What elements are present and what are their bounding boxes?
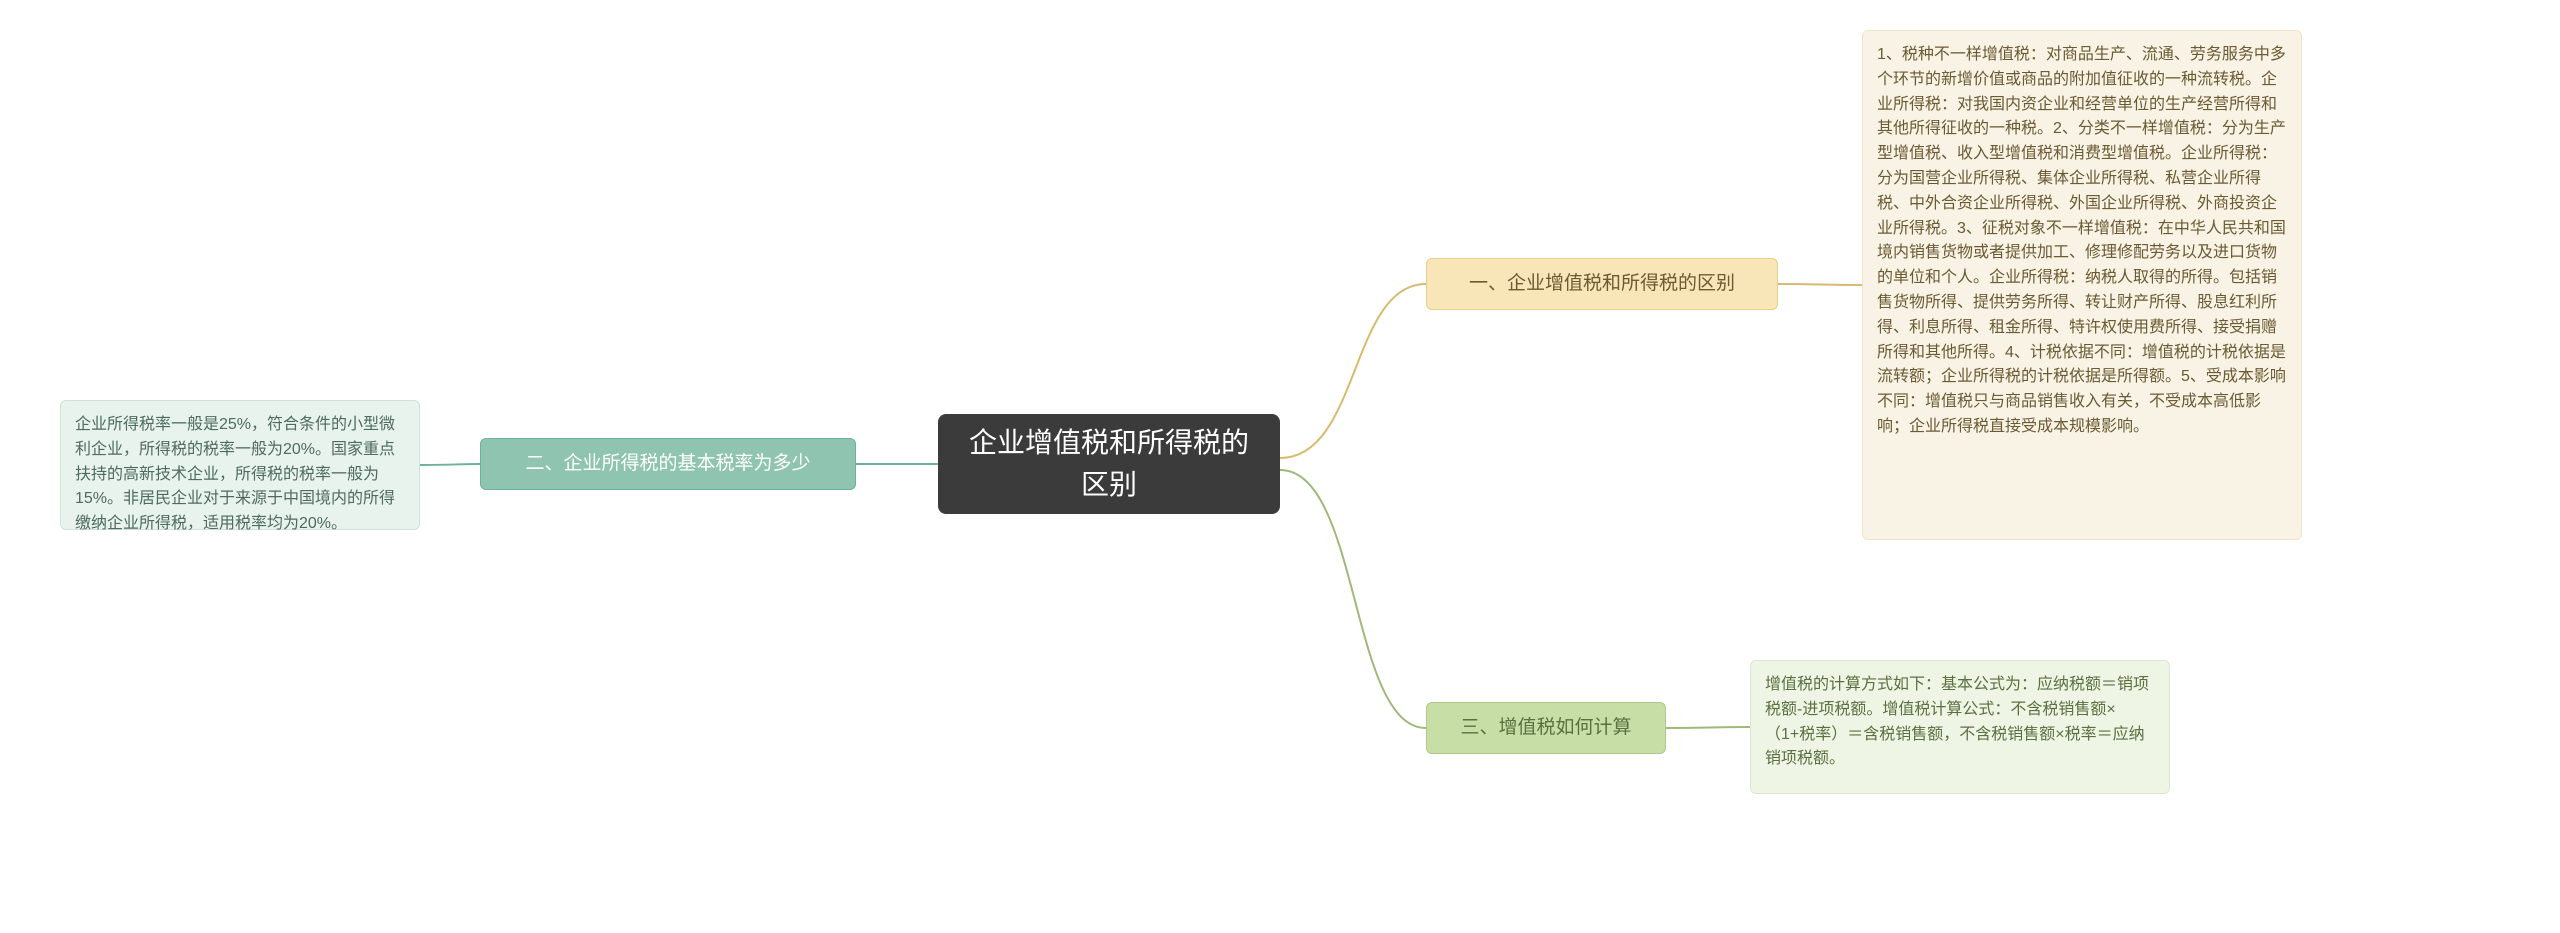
- leaf-node-3[interactable]: 增值税的计算方式如下：基本公式为：应纳税额＝销项税额-进项税额。增值税计算公式：…: [1750, 660, 2170, 794]
- connector-b3-l3: [1666, 727, 1750, 728]
- branch-1-label: 一、企业增值税和所得税的区别: [1469, 270, 1735, 299]
- root-label: 企业增值税和所得税的区别: [962, 422, 1256, 506]
- root-node[interactable]: 企业增值税和所得税的区别: [938, 414, 1280, 514]
- branch-3-label: 三、增值税如何计算: [1460, 714, 1631, 743]
- leaf-node-1[interactable]: 1、税种不一样增值税：对商品生产、流通、劳务服务中多个环节的新增价值或商品的附加…: [1862, 30, 2302, 540]
- connector-root-b3: [1280, 470, 1426, 728]
- branch-2-label: 二、企业所得税的基本税率为多少: [525, 450, 810, 479]
- leaf-2-text: 企业所得税率一般是25%，符合条件的小型微利企业，所得税的税率一般为20%。国家…: [75, 413, 405, 537]
- connector-b1-l1: [1778, 284, 1862, 285]
- branch-node-2[interactable]: 二、企业所得税的基本税率为多少: [480, 438, 856, 490]
- branch-node-1[interactable]: 一、企业增值税和所得税的区别: [1426, 258, 1778, 310]
- leaf-node-2[interactable]: 企业所得税率一般是25%，符合条件的小型微利企业，所得税的税率一般为20%。国家…: [60, 400, 420, 530]
- leaf-1-text: 1、税种不一样增值税：对商品生产、流通、劳务服务中多个环节的新增价值或商品的附加…: [1877, 43, 2287, 440]
- leaf-3-text: 增值税的计算方式如下：基本公式为：应纳税额＝销项税额-进项税额。增值税计算公式：…: [1765, 673, 2155, 772]
- connector-root-b1: [1280, 284, 1426, 458]
- connector-b2-l2: [420, 464, 480, 465]
- branch-node-3[interactable]: 三、增值税如何计算: [1426, 702, 1666, 754]
